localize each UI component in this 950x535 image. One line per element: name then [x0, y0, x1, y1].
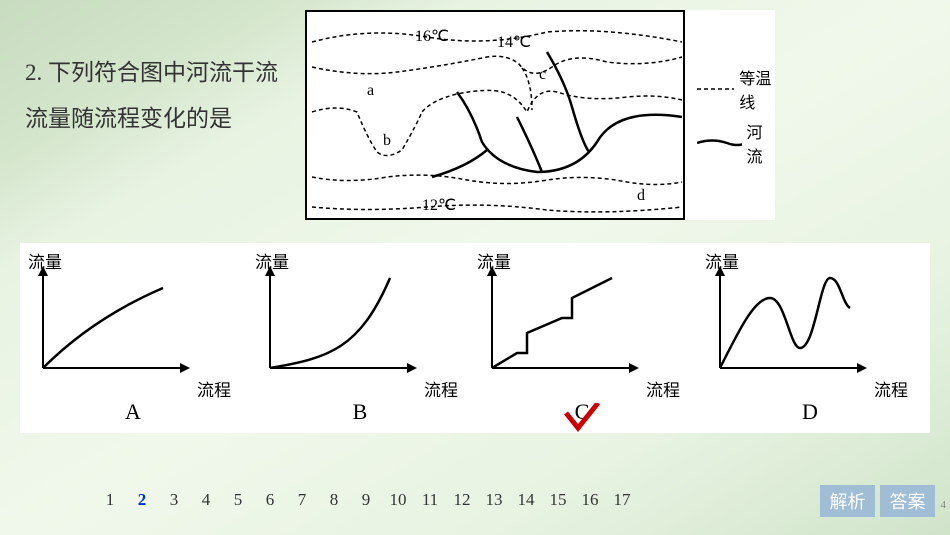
- point-a: a: [367, 82, 374, 100]
- nav-item-1[interactable]: 1: [95, 490, 125, 510]
- y-label: 流量: [477, 248, 511, 273]
- checkmark-icon: [562, 403, 602, 433]
- page-number: 4: [941, 499, 947, 511]
- nav-item-7[interactable]: 7: [287, 490, 317, 510]
- temp-label-16: 16℃: [415, 26, 449, 46]
- nav-item-12[interactable]: 12: [447, 490, 477, 510]
- question-line2: 流量随流程变化的是: [25, 106, 232, 131]
- chart-option-label: A: [23, 399, 243, 425]
- nav-item-2[interactable]: 2: [127, 490, 157, 510]
- question-nav: 1234567891011121314151617: [95, 490, 637, 510]
- chart-D: 流量流程D: [700, 248, 920, 423]
- temp-label-12: 12℃: [422, 195, 456, 215]
- chart-option-label: B: [250, 399, 470, 425]
- nav-item-14[interactable]: 14: [511, 490, 541, 510]
- nav-item-8[interactable]: 8: [319, 490, 349, 510]
- legend-isotherm: 等温线: [739, 65, 775, 113]
- nav-item-17[interactable]: 17: [607, 490, 637, 510]
- nav-item-15[interactable]: 15: [543, 490, 573, 510]
- nav-item-5[interactable]: 5: [223, 490, 253, 510]
- x-label: 流程: [197, 376, 231, 401]
- nav-item-10[interactable]: 10: [383, 490, 413, 510]
- nav-item-6[interactable]: 6: [255, 490, 285, 510]
- chart-B: 流量流程B: [250, 248, 470, 423]
- question-text: 2. 下列符合图中河流干流 流量随流程变化的是: [25, 50, 285, 142]
- map-diagram: 16℃ 14℃ 12℃ a b c d 等温线 河流: [305, 10, 775, 220]
- chart-option-label: D: [700, 399, 920, 425]
- y-label: 流量: [28, 248, 62, 273]
- answer-charts: 流量流程A流量流程B流量流程C流量流程D: [20, 243, 930, 433]
- temp-label-14: 14℃: [497, 32, 531, 52]
- jiexi-button[interactable]: 解析: [820, 485, 875, 517]
- river-icon: [697, 136, 742, 150]
- nav-item-13[interactable]: 13: [479, 490, 509, 510]
- nav-item-4[interactable]: 4: [191, 490, 221, 510]
- question-line1: 下列符合图中河流干流: [48, 60, 278, 85]
- nav-item-9[interactable]: 9: [351, 490, 381, 510]
- point-c: c: [539, 66, 546, 84]
- x-label: 流程: [874, 376, 908, 401]
- chart-C: 流量流程C: [472, 248, 692, 423]
- daan-button[interactable]: 答案: [880, 485, 935, 517]
- y-label: 流量: [705, 248, 739, 273]
- question-number: 2.: [25, 60, 42, 85]
- x-label: 流程: [424, 376, 458, 401]
- map-legend: 等温线 河流: [697, 65, 775, 173]
- nav-item-3[interactable]: 3: [159, 490, 189, 510]
- nav-item-16[interactable]: 16: [575, 490, 605, 510]
- chart-A: 流量流程A: [23, 248, 243, 423]
- legend-river: 河流: [747, 119, 776, 167]
- point-d: d: [637, 187, 645, 205]
- point-b: b: [383, 132, 391, 150]
- nav-item-11[interactable]: 11: [415, 490, 445, 510]
- isotherm-icon: [697, 82, 734, 96]
- y-label: 流量: [255, 248, 289, 273]
- x-label: 流程: [646, 376, 680, 401]
